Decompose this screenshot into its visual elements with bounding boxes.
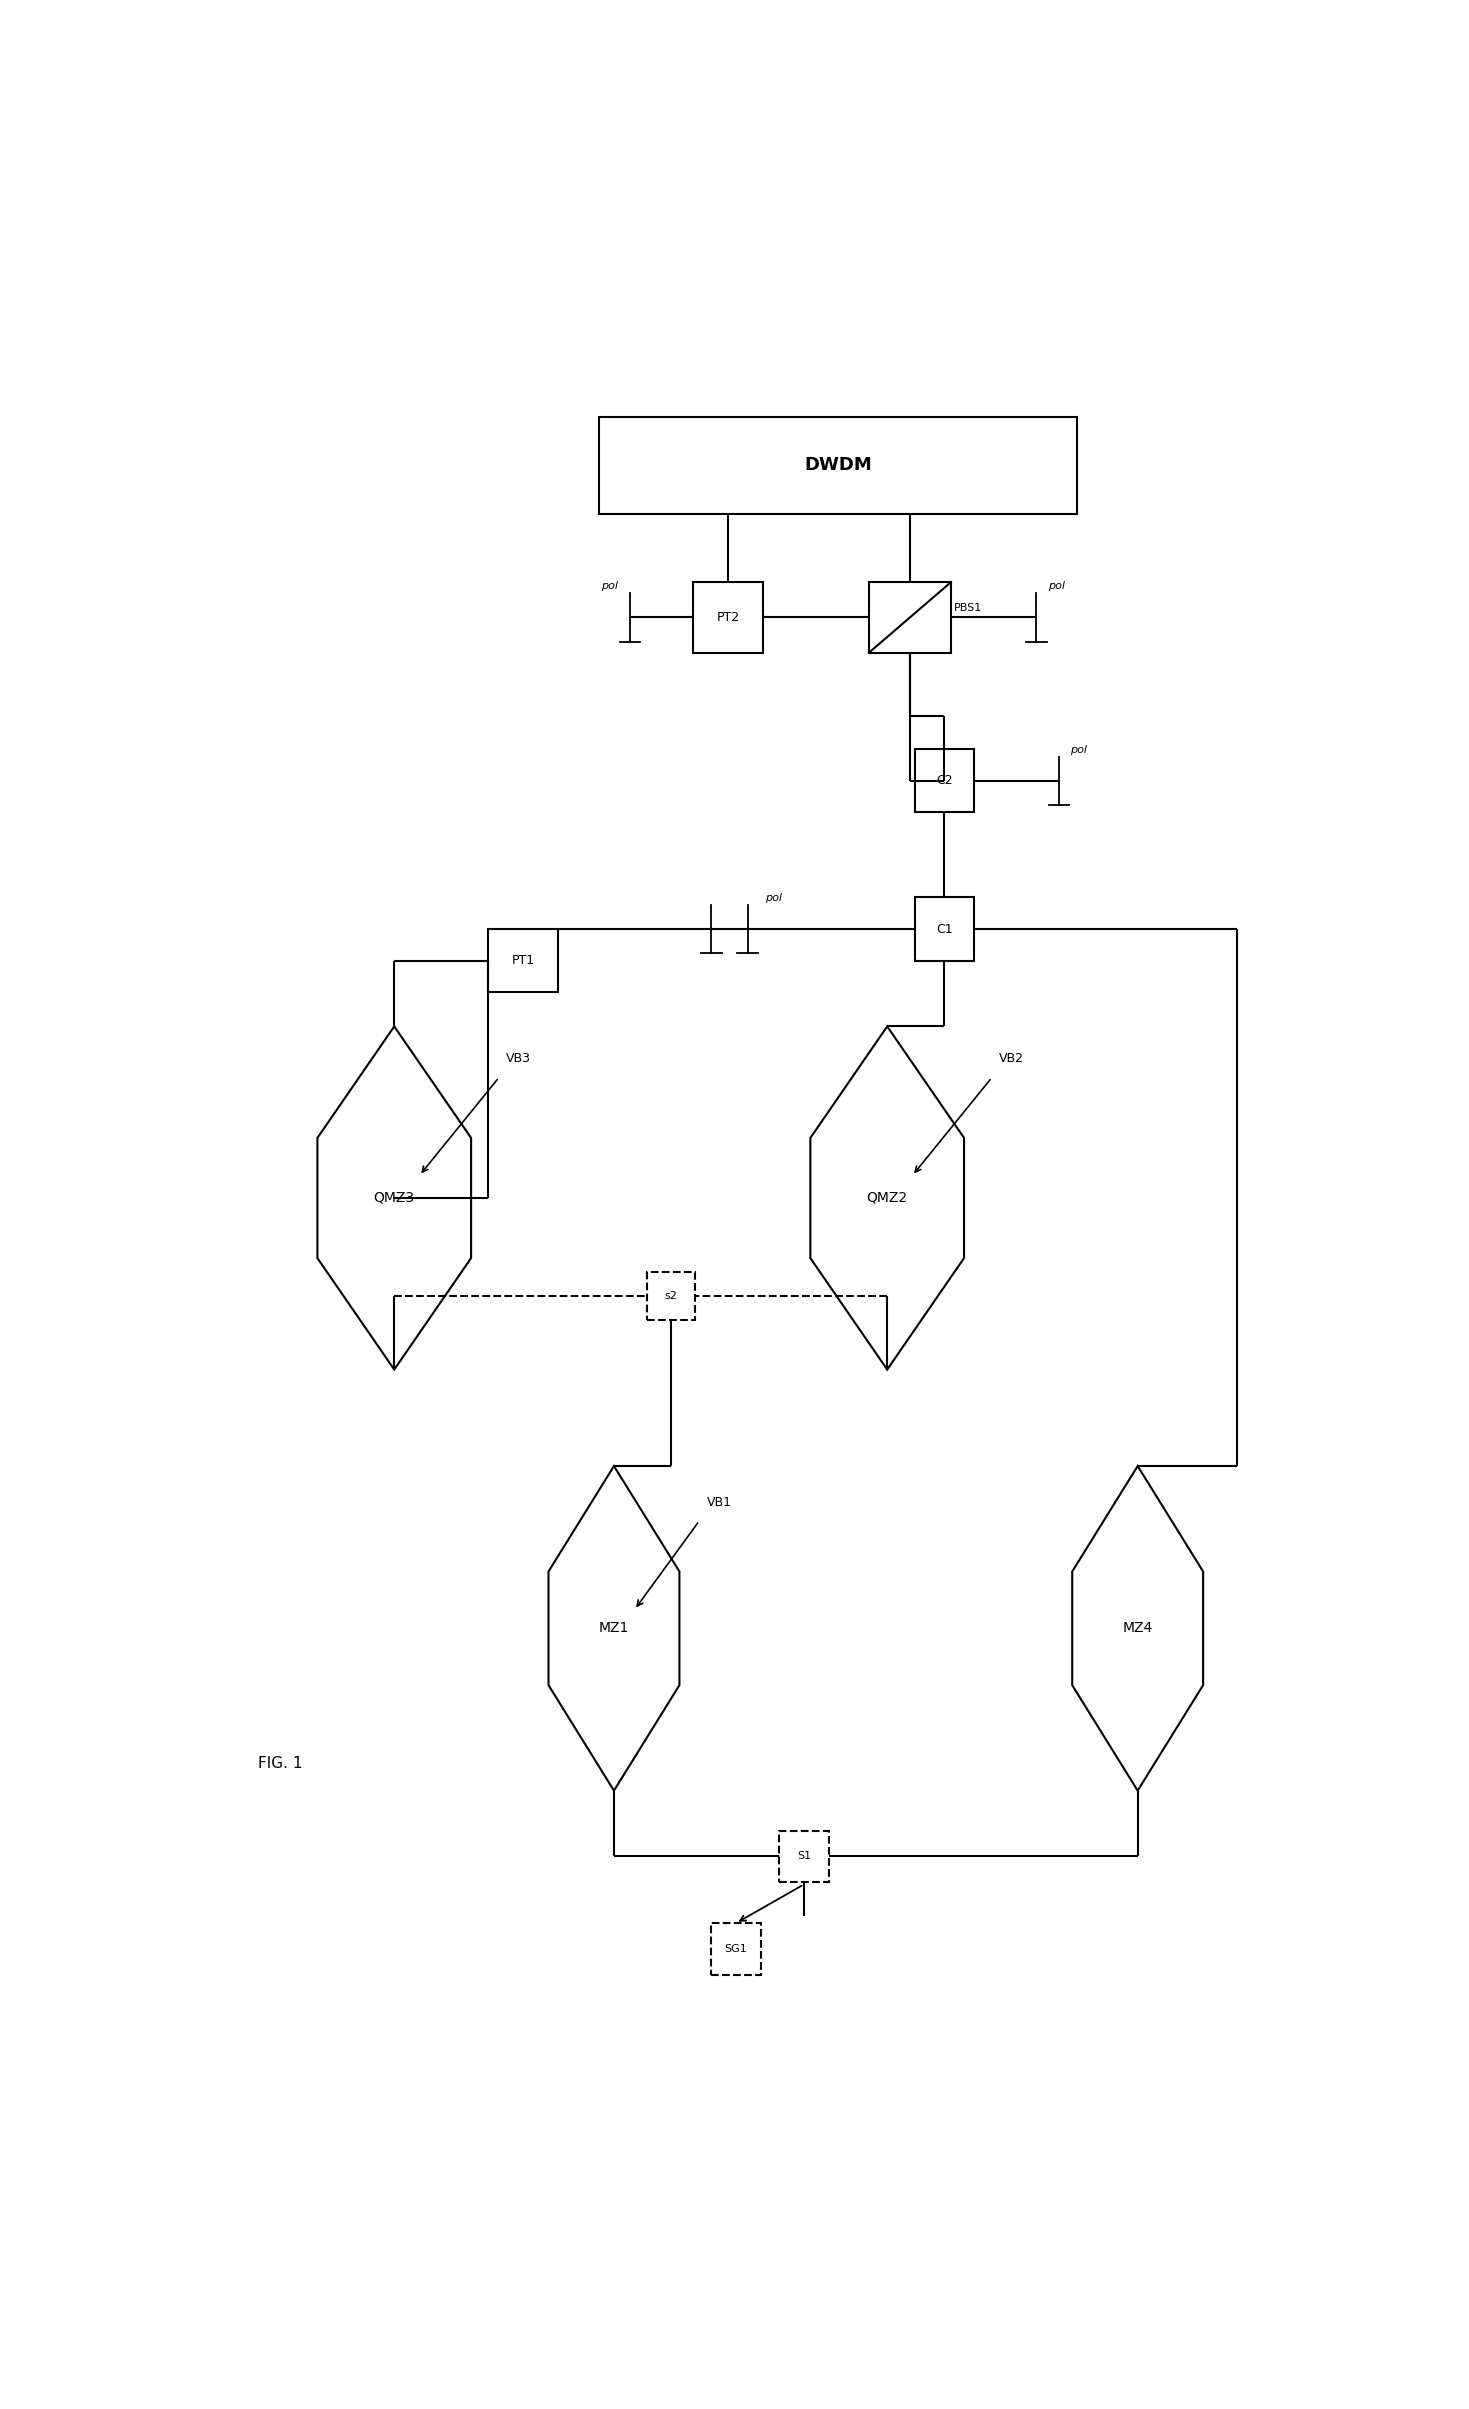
Text: C1: C1 bbox=[936, 923, 952, 935]
Text: pol: pol bbox=[601, 581, 618, 593]
Bar bbox=[599, 417, 1077, 513]
Polygon shape bbox=[548, 1467, 680, 1790]
Text: VB2: VB2 bbox=[999, 1053, 1024, 1065]
Text: S1: S1 bbox=[798, 1853, 811, 1862]
Text: VB1: VB1 bbox=[708, 1496, 733, 1508]
Text: DWDM: DWDM bbox=[805, 455, 873, 475]
Text: SG1: SG1 bbox=[724, 1944, 748, 1954]
Bar bbox=[692, 583, 762, 653]
Bar bbox=[646, 1272, 695, 1320]
Text: FIG. 1: FIG. 1 bbox=[257, 1756, 303, 1771]
Bar bbox=[870, 583, 950, 653]
Text: PBS1: PBS1 bbox=[955, 602, 983, 614]
Text: pol: pol bbox=[1047, 581, 1065, 593]
Polygon shape bbox=[1072, 1467, 1203, 1790]
Text: MZ4: MZ4 bbox=[1122, 1621, 1153, 1636]
Text: VB3: VB3 bbox=[505, 1053, 530, 1065]
Bar bbox=[779, 1831, 829, 1881]
Text: PT1: PT1 bbox=[511, 954, 535, 966]
Text: QMZ3: QMZ3 bbox=[373, 1190, 414, 1204]
Polygon shape bbox=[317, 1026, 472, 1371]
Text: QMZ2: QMZ2 bbox=[867, 1190, 908, 1204]
Text: s2: s2 bbox=[664, 1291, 677, 1301]
Bar bbox=[915, 749, 974, 812]
Bar bbox=[915, 899, 974, 961]
Bar bbox=[488, 930, 558, 993]
Polygon shape bbox=[811, 1026, 964, 1371]
Text: PT2: PT2 bbox=[717, 612, 739, 624]
Text: MZ1: MZ1 bbox=[599, 1621, 629, 1636]
Text: pol: pol bbox=[1071, 744, 1087, 754]
Text: pol: pol bbox=[765, 894, 782, 903]
Bar bbox=[711, 1922, 761, 1975]
Text: C2: C2 bbox=[936, 773, 952, 788]
